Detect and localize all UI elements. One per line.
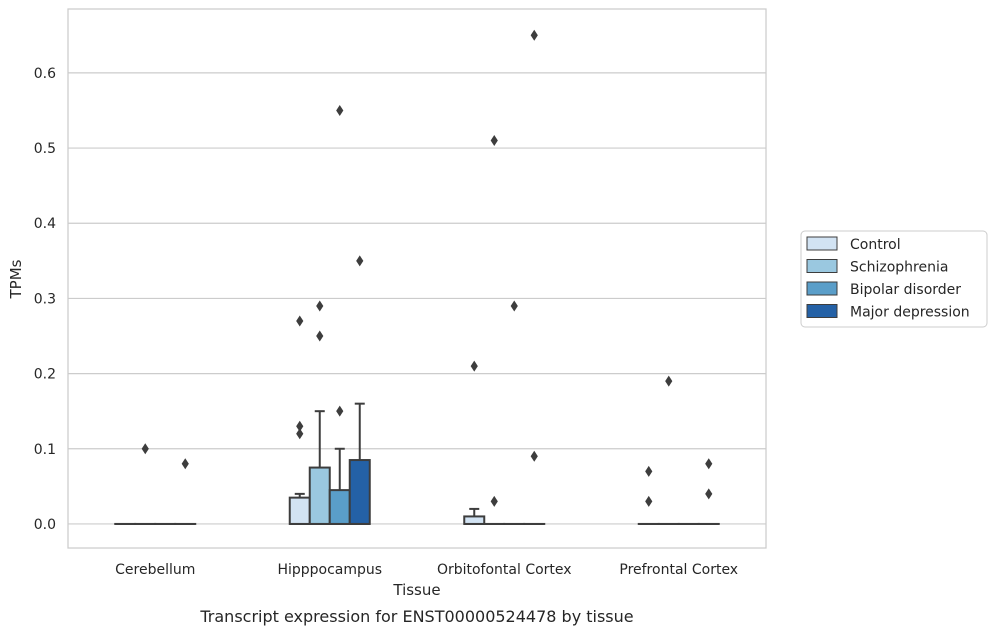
outlier-point [316, 300, 324, 312]
legend-label: Major depression [850, 305, 970, 321]
outlier-point [181, 458, 189, 470]
x-tick-labels: Cerebellum Hipppocampus Orbitofontal Corte… [115, 562, 738, 578]
outlier-point [336, 405, 344, 417]
x-tick-label: Prefrontal Cortex [619, 562, 738, 578]
box [463, 515, 486, 525]
box-group [463, 29, 546, 525]
x-tick-label: Orbitofontal Cortex [437, 562, 572, 578]
x-tick-label: Cerebellum [115, 562, 195, 578]
y-tick-label: 0.5 [34, 141, 56, 157]
y-tick-label: 0.6 [34, 66, 56, 82]
y-tick-label: 0.0 [34, 517, 56, 533]
legend-frame [800, 230, 988, 328]
plot-frame [67, 8, 767, 549]
legend-label: Bipolar disorder [850, 282, 961, 298]
outlier-point [490, 135, 498, 147]
box [348, 459, 371, 525]
outlier-point [296, 428, 304, 440]
outlier-point [530, 450, 538, 462]
x-axis-label: Tissue [392, 581, 440, 599]
outlier-point [296, 420, 304, 432]
legend-label: Schizophrenia [850, 260, 948, 276]
outlier-point [645, 495, 653, 507]
outlier-point [470, 360, 478, 372]
box [288, 496, 311, 525]
box-groups [114, 29, 720, 525]
legend-label: Control [850, 237, 901, 253]
box-group [114, 443, 197, 525]
y-tick-label: 0.2 [34, 367, 56, 383]
legend-swatch [806, 304, 838, 318]
y-tick-label: 0.1 [34, 442, 56, 458]
y-axis-label: TPMs [7, 259, 25, 299]
outlier-point [705, 488, 713, 500]
y-tick-labels: 0.0 0.1 0.2 0.3 0.4 0.5 0.6 [34, 66, 56, 533]
outlier-point [296, 315, 304, 327]
y-tick-label: 0.4 [34, 216, 56, 232]
chart-title: Transcript expression for ENST0000052447… [199, 607, 633, 626]
outlier-point [705, 458, 713, 470]
legend: Control Schizophrenia Bipolar disorder Majo… [800, 230, 988, 328]
box-group [637, 375, 720, 525]
legend-swatch [806, 281, 838, 296]
box [328, 489, 351, 525]
outlier-point [510, 300, 518, 312]
outlier-point [141, 443, 149, 455]
outlier-point [645, 465, 653, 477]
y-tick-label: 0.3 [34, 291, 56, 307]
outlier-point [490, 495, 498, 507]
legend-swatch [806, 236, 838, 251]
x-tick-label: Hipppocampus [277, 562, 382, 578]
outlier-point [356, 255, 364, 267]
outlier-point [530, 29, 538, 41]
box-group [288, 104, 371, 525]
legend-swatch [806, 259, 838, 273]
box [308, 466, 331, 525]
outlier-point [336, 104, 344, 116]
outlier-point [665, 375, 673, 387]
outlier-point [316, 330, 324, 342]
